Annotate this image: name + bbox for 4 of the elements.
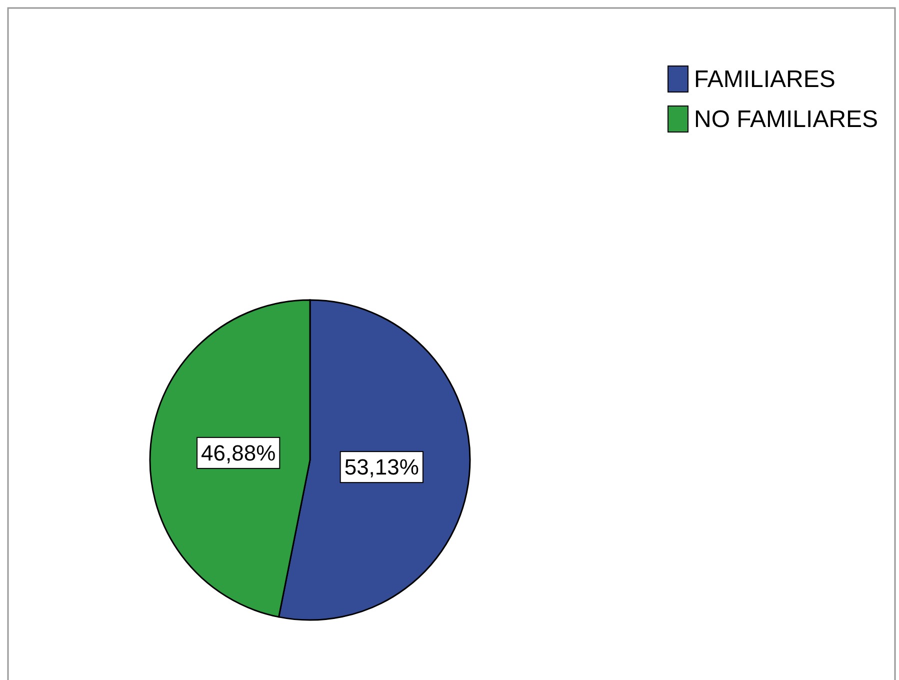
legend-label: NO FAMILIARES (694, 106, 878, 133)
data-label: 46,88% (201, 440, 276, 466)
legend-label: FAMILIARES (694, 66, 836, 93)
data-label: 53,13% (344, 454, 419, 480)
